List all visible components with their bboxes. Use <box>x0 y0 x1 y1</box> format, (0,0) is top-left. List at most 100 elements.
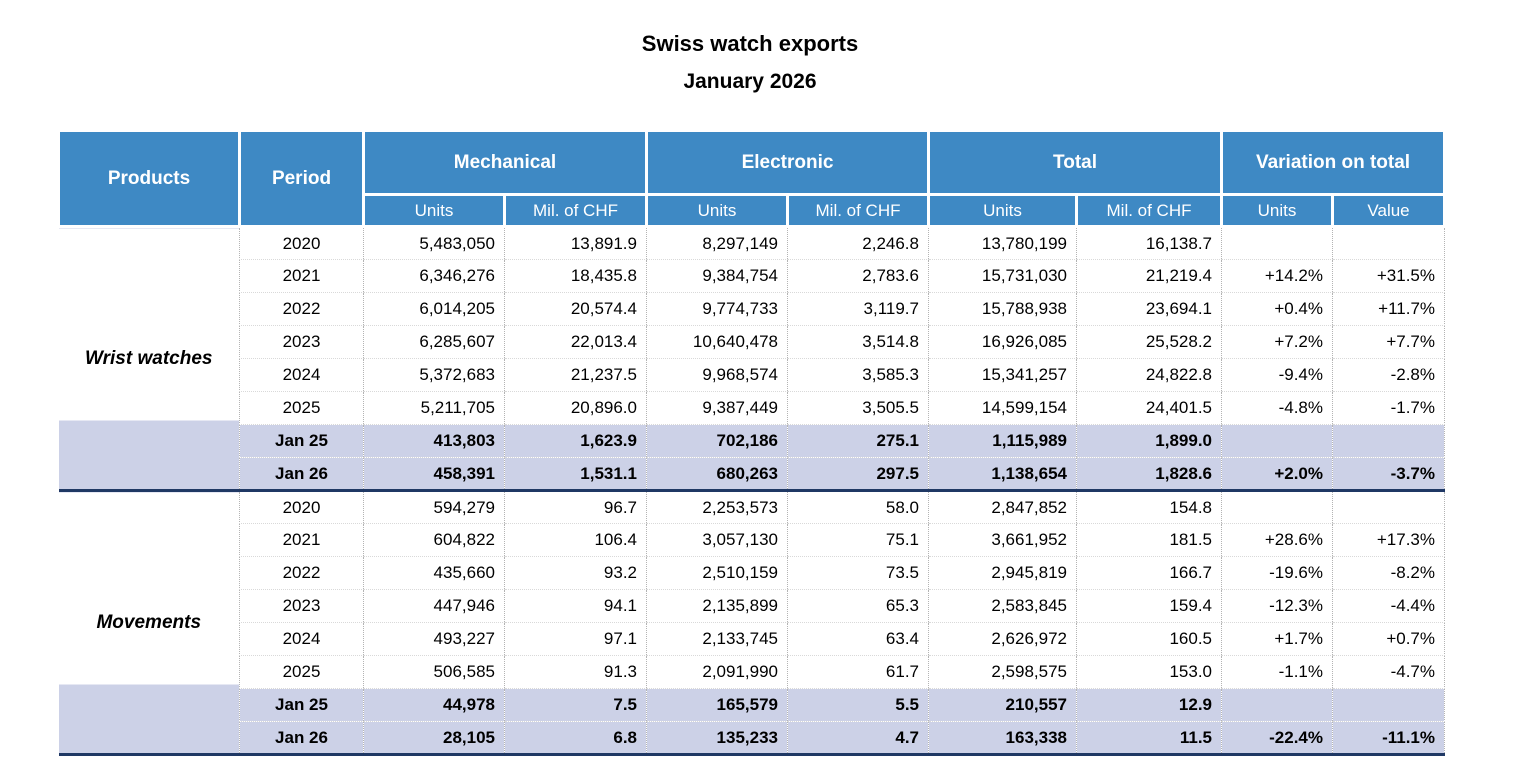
value-cell: 435,660 <box>363 556 505 590</box>
value-cell: 2,510,159 <box>646 556 788 590</box>
value-cell: +31.5% <box>1332 259 1446 293</box>
value-cell: 24,822.8 <box>1075 358 1222 392</box>
table-row: 2025 506,585 91.3 2,091,990 61.7 2,598,575 153… <box>59 655 1446 689</box>
value-cell: 1,828.6 <box>1075 457 1222 492</box>
value-cell: 1,623.9 <box>504 424 647 458</box>
period-cell: 2022 <box>239 292 364 326</box>
value-cell: 3,119.7 <box>787 292 929 326</box>
value-cell: 458,391 <box>363 457 505 492</box>
value-cell: +17.3% <box>1332 523 1446 557</box>
col-subheader-electronic-units: Units <box>645 193 789 228</box>
value-cell: 73.5 <box>787 556 929 590</box>
value-cell: -1.7% <box>1332 391 1446 425</box>
value-cell: +7.7% <box>1332 325 1446 359</box>
value-cell: 153.0 <box>1075 655 1222 689</box>
page-subtitle: January 2026 <box>683 70 817 93</box>
value-cell: 6,285,607 <box>363 325 505 359</box>
period-cell: 2025 <box>239 655 364 689</box>
value-cell: -2.8% <box>1332 358 1446 392</box>
value-cell <box>1332 688 1446 722</box>
product-label: Movements <box>58 490 240 756</box>
value-cell: 6.8 <box>504 721 647 756</box>
value-cell: 97.1 <box>504 622 647 656</box>
col-subheader-mechanical-units: Units <box>362 193 506 228</box>
value-cell: 2,598,575 <box>928 655 1077 689</box>
value-cell: -22.4% <box>1221 721 1333 756</box>
value-cell: 3,505.5 <box>787 391 929 425</box>
exports-table: Products Period Mechanical Electronic To… <box>57 129 1447 756</box>
value-cell: 181.5 <box>1075 523 1222 557</box>
value-cell: 15,788,938 <box>928 292 1077 326</box>
period-cell: 2022 <box>239 556 364 590</box>
value-cell: 2,246.8 <box>787 226 929 260</box>
value-cell: 9,968,574 <box>646 358 788 392</box>
value-cell: 493,227 <box>363 622 505 656</box>
value-cell: -12.3% <box>1221 589 1333 623</box>
value-cell: 2,626,972 <box>928 622 1077 656</box>
value-cell: 3,585.3 <box>787 358 929 392</box>
page-title: Swiss watch exports <box>641 31 859 56</box>
value-cell: 15,341,257 <box>928 358 1077 392</box>
header-sub-row: Units Mil. of CHF Units Mil. of CHF Unit… <box>59 193 1447 228</box>
value-cell <box>1332 424 1446 458</box>
period-cell: 2023 <box>239 325 364 359</box>
period-cell: Jan 25 <box>239 424 364 458</box>
value-cell: 163,338 <box>928 721 1077 756</box>
period-cell: 2021 <box>239 523 364 557</box>
col-subheader-variation-value: Value <box>1331 193 1447 228</box>
product-label: Wrist watches <box>58 226 240 492</box>
value-cell: 7.5 <box>504 688 647 722</box>
value-cell: 4.7 <box>787 721 929 756</box>
col-group-variation-on-total: Variation on total <box>1220 129 1447 196</box>
table-row: Jan 26 458,391 1,531.1 680,263 297.5 1,138,65… <box>59 457 1446 492</box>
value-cell: +0.4% <box>1221 292 1333 326</box>
value-cell: 1,899.0 <box>1075 424 1222 458</box>
value-cell: 3,514.8 <box>787 325 929 359</box>
table-row: Movements 2020 594,279 96.7 2,253,573 58.0 2,8… <box>58 490 1446 756</box>
period-cell: 2021 <box>239 259 364 293</box>
value-cell: 447,946 <box>363 589 505 623</box>
value-cell: +11.7% <box>1332 292 1446 326</box>
value-cell: 16,138.7 <box>1075 226 1222 260</box>
period-cell: Jan 26 <box>239 457 364 492</box>
value-cell: 1,115,989 <box>928 424 1077 458</box>
table-row: 2025 5,211,705 20,896.0 9,387,449 3,505.5 14,… <box>59 391 1446 425</box>
table-row: 2024 493,227 97.1 2,133,745 63.4 2,626,972 160… <box>59 622 1446 656</box>
table-row: 2022 6,014,205 20,574.4 9,774,733 3,119.7 15,… <box>59 292 1446 326</box>
period-cell: 2020 <box>239 490 364 524</box>
value-cell: 24,401.5 <box>1075 391 1222 425</box>
value-cell: 680,263 <box>646 457 788 492</box>
value-cell: 12.9 <box>1075 688 1222 722</box>
value-cell: 135,233 <box>646 721 788 756</box>
period-cell: 2024 <box>239 358 364 392</box>
value-cell: +28.6% <box>1221 523 1333 557</box>
value-cell: 2,945,819 <box>928 556 1077 590</box>
table-row: 2024 5,372,683 21,237.5 9,968,574 3,585.3 15,… <box>59 358 1446 392</box>
col-group-total: Total <box>926 129 1224 196</box>
col-group-mechanical: Mechanical <box>362 129 648 196</box>
col-group-electronic: Electronic <box>645 129 930 196</box>
value-cell: 2,091,990 <box>646 655 788 689</box>
value-cell: -4.7% <box>1332 655 1446 689</box>
value-cell: 106.4 <box>504 523 647 557</box>
value-cell: 210,557 <box>928 688 1077 722</box>
value-cell <box>1332 490 1446 524</box>
value-cell: 165,579 <box>646 688 788 722</box>
header-group-row: Products Period Mechanical Electronic To… <box>57 129 1447 228</box>
value-cell: 20,574.4 <box>504 292 647 326</box>
value-cell: 65.3 <box>787 589 929 623</box>
value-cell: -8.2% <box>1332 556 1446 590</box>
value-cell <box>1221 424 1333 458</box>
period-cell: Jan 25 <box>239 688 364 722</box>
table-row: 2021 6,346,276 18,435.8 9,384,754 2,783.6 15,… <box>59 259 1446 293</box>
table-row: 2021 604,822 106.4 3,057,130 75.1 3,661,952 18… <box>59 523 1446 557</box>
value-cell: 25,528.2 <box>1075 325 1222 359</box>
value-cell: 2,847,852 <box>928 490 1077 524</box>
table-body: Wrist watches 2020 5,483,050 13,891.9 8,297,… <box>58 226 1446 756</box>
value-cell: 594,279 <box>363 490 505 524</box>
col-subheader-electronic-chf: Mil. of CHF <box>786 193 930 228</box>
period-cell: 2020 <box>239 226 364 260</box>
table-row: 2023 6,285,607 22,013.4 10,640,478 3,514.8 16… <box>59 325 1446 359</box>
value-cell: 166.7 <box>1075 556 1222 590</box>
value-cell: 160.5 <box>1075 622 1222 656</box>
